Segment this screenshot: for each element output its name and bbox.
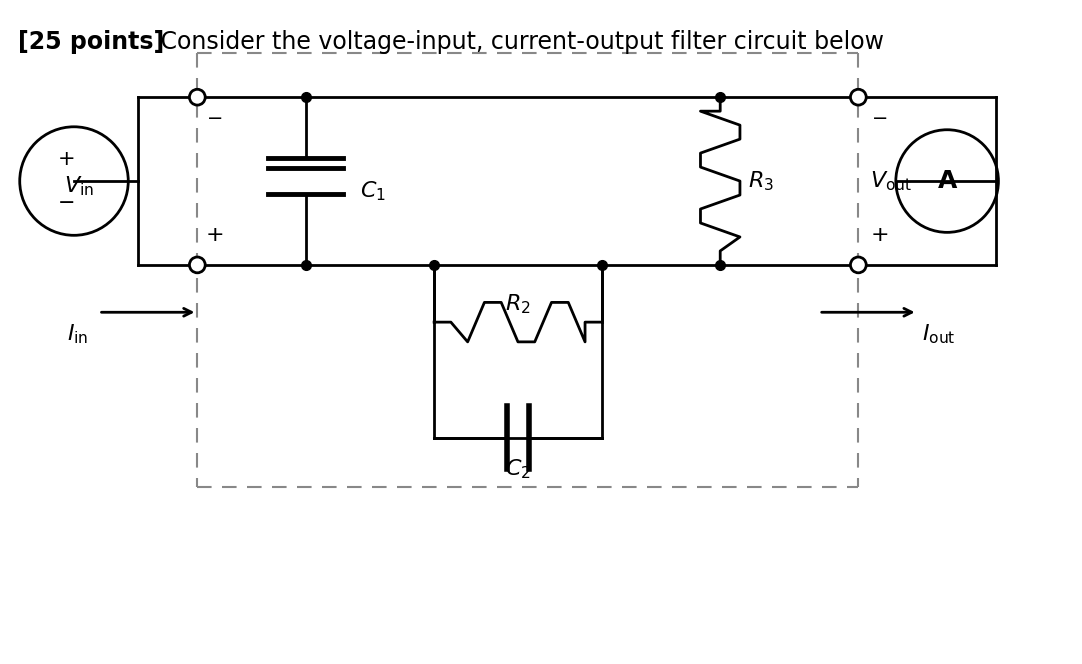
Text: $I_{\rm out}$: $I_{\rm out}$ <box>923 322 956 346</box>
Text: [25 points]: [25 points] <box>17 30 164 54</box>
Text: $C_2$: $C_2$ <box>505 457 531 481</box>
Text: −: − <box>57 193 75 212</box>
Text: $I_{\rm in}$: $I_{\rm in}$ <box>67 322 89 346</box>
Text: −: − <box>207 110 223 128</box>
Text: −: − <box>872 110 888 128</box>
Text: +: + <box>57 149 75 169</box>
Circle shape <box>850 89 867 105</box>
Text: Consider the voltage-input, current-output filter circuit below: Consider the voltage-input, current-outp… <box>153 30 884 54</box>
Text: $V_{\rm in}$: $V_{\rm in}$ <box>64 174 94 198</box>
Circle shape <box>189 257 206 273</box>
Circle shape <box>189 89 206 105</box>
Text: A: A <box>937 169 956 193</box>
Text: +: + <box>871 225 889 245</box>
Text: $C_1$: $C_1$ <box>360 179 386 203</box>
Text: +: + <box>206 225 224 245</box>
Text: $R_2$: $R_2$ <box>505 293 531 316</box>
Text: $V_{\rm out}$: $V_{\rm out}$ <box>870 169 912 193</box>
Circle shape <box>850 257 867 273</box>
Text: $R_3$: $R_3$ <box>748 169 774 193</box>
